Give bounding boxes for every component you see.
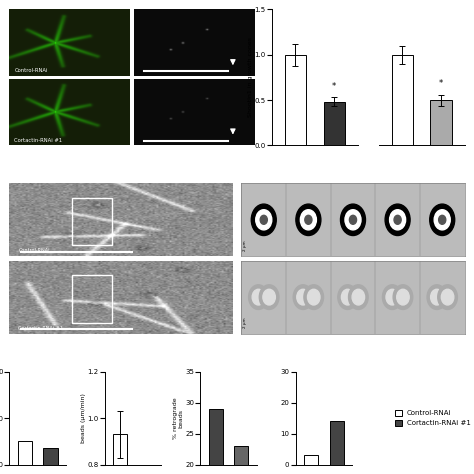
Circle shape — [304, 285, 324, 310]
Circle shape — [297, 289, 309, 305]
Circle shape — [345, 210, 361, 230]
Circle shape — [248, 285, 268, 310]
Circle shape — [430, 289, 443, 305]
Bar — [375, 183, 420, 256]
Circle shape — [393, 285, 413, 310]
Text: *: * — [332, 82, 337, 91]
Text: Control-RNAi: Control-RNAi — [18, 248, 50, 254]
Circle shape — [348, 285, 368, 310]
Bar — [392, 55, 413, 146]
Circle shape — [296, 204, 321, 236]
Bar — [330, 421, 344, 465]
Bar — [324, 102, 345, 146]
Bar — [241, 183, 286, 256]
Y-axis label: Shootin1 in growth cones: Shootin1 in growth cones — [248, 37, 253, 118]
Circle shape — [301, 210, 317, 230]
Bar — [304, 455, 318, 465]
Circle shape — [383, 285, 402, 310]
Circle shape — [390, 210, 406, 230]
Bar — [241, 261, 286, 334]
Bar — [18, 441, 32, 474]
Circle shape — [438, 215, 446, 224]
Circle shape — [259, 285, 279, 310]
Circle shape — [438, 285, 457, 310]
Circle shape — [386, 289, 399, 305]
Circle shape — [263, 289, 275, 305]
Text: 2 μm: 2 μm — [243, 240, 247, 251]
Circle shape — [397, 289, 409, 305]
Circle shape — [260, 215, 267, 224]
Circle shape — [394, 215, 401, 224]
Circle shape — [352, 289, 365, 305]
Bar — [331, 261, 375, 334]
Circle shape — [430, 204, 455, 236]
Bar — [285, 55, 306, 146]
Circle shape — [293, 285, 313, 310]
Legend: Control-RNAi, Cortactin-RNAi #1: Control-RNAi, Cortactin-RNAi #1 — [394, 410, 471, 426]
Bar — [113, 434, 128, 474]
Circle shape — [252, 289, 264, 305]
Circle shape — [385, 204, 410, 236]
Text: Control-RNAi: Control-RNAi — [14, 68, 48, 73]
Circle shape — [305, 215, 312, 224]
Bar — [286, 183, 331, 256]
Circle shape — [308, 289, 320, 305]
Y-axis label: beads (μm/min): beads (μm/min) — [81, 393, 86, 443]
Text: 2 μm: 2 μm — [243, 318, 247, 328]
Bar — [331, 183, 375, 256]
Bar — [375, 261, 420, 334]
Bar — [234, 446, 248, 474]
Text: Cortactin-RNAi #1: Cortactin-RNAi #1 — [14, 138, 63, 143]
Bar — [420, 261, 465, 334]
Circle shape — [251, 204, 276, 236]
Circle shape — [341, 289, 354, 305]
Bar — [209, 409, 223, 474]
Bar — [286, 261, 331, 334]
Text: Cortactin-RNAi #1: Cortactin-RNAi #1 — [18, 326, 64, 331]
Circle shape — [338, 285, 357, 310]
Circle shape — [256, 210, 272, 230]
Bar — [44, 448, 58, 474]
Bar — [420, 183, 465, 256]
Text: *: * — [439, 79, 443, 88]
Y-axis label: % retrograde
beads: % retrograde beads — [173, 397, 183, 439]
Circle shape — [434, 210, 450, 230]
Bar — [430, 100, 452, 146]
Circle shape — [340, 204, 365, 236]
Circle shape — [427, 285, 447, 310]
Circle shape — [349, 215, 356, 224]
Circle shape — [441, 289, 454, 305]
